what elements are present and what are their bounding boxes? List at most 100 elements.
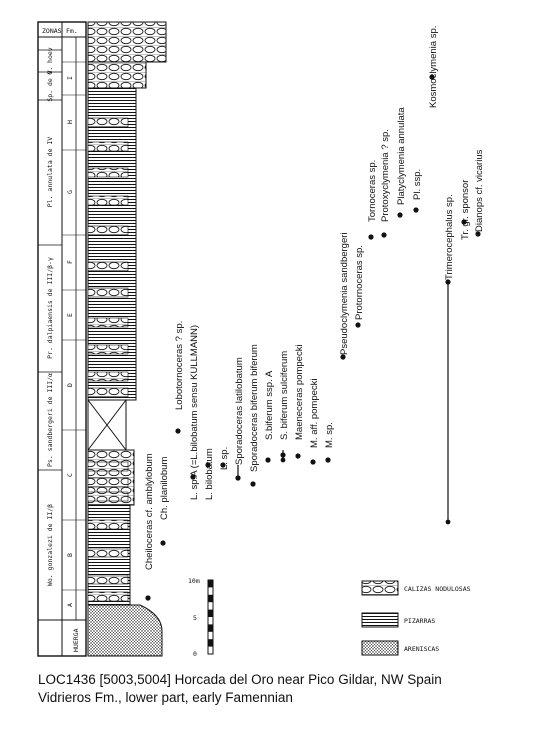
taxon-label: Pseudoclymenia sandbergeri bbox=[339, 232, 350, 355]
taxon-label: Sporadoceras biferum biferum bbox=[249, 344, 260, 472]
unit-letter: D bbox=[66, 383, 74, 387]
occurrence-dot bbox=[368, 234, 374, 240]
occurrence-dot bbox=[429, 74, 435, 80]
bed-nodular-band bbox=[87, 225, 129, 236]
occurrence-dot bbox=[325, 457, 331, 463]
occurrence-dot bbox=[340, 354, 346, 360]
occurrence-dot bbox=[310, 459, 316, 465]
legend-swatch bbox=[361, 640, 399, 656]
taxon-label: Tornoceras sp. bbox=[367, 160, 378, 222]
taxon-label: S.biferum ssp. A bbox=[264, 370, 275, 440]
legend-swatch bbox=[361, 612, 399, 628]
unit-letters: A B C D E F G H I bbox=[66, 76, 74, 607]
bed-nodular-band bbox=[87, 574, 129, 585]
bed-nodular-band bbox=[87, 461, 129, 472]
bed-nodular-band bbox=[87, 547, 129, 558]
occurrence-dot bbox=[190, 474, 196, 480]
taxon-label: Lobotornoceras ? sp. bbox=[174, 321, 185, 410]
zonas-header: ZONAS bbox=[42, 27, 62, 35]
zone-label: Wo. gonzalezi de II/β bbox=[46, 504, 54, 586]
bed-nodular-band bbox=[87, 167, 129, 178]
taxon-label: S. biferum sulciferum bbox=[279, 351, 290, 440]
occurrence-dot bbox=[265, 457, 271, 463]
unit-letter: I bbox=[66, 76, 74, 80]
taxon-label: Sporadoceras latilobatum bbox=[234, 357, 245, 465]
bed-nodular-limestone bbox=[87, 61, 147, 89]
caption-line-1: LOC1436 [5003,5004] Horcada del Oro near… bbox=[38, 672, 442, 687]
zone-label: Pr. dalpiaensis de III/β-γ bbox=[46, 257, 54, 359]
taxon-label: L. sp.A (=L.bilobatum sensu KULLMANN) bbox=[189, 325, 200, 500]
zone-label: Pl. annulata de IV bbox=[46, 137, 54, 208]
taxon-list: Cheiloceras cf. amblylobum Ch. planilobum… bbox=[144, 26, 485, 601]
bed-cross bbox=[87, 399, 127, 451]
legend-label: PIZARRAS bbox=[404, 617, 435, 625]
unit-letter: A bbox=[66, 603, 74, 607]
bed-nodular-band bbox=[87, 387, 129, 398]
lithologic-column bbox=[87, 21, 167, 657]
bed-nodular-band bbox=[87, 371, 129, 382]
base-label: HUERGA bbox=[72, 628, 80, 652]
taxon-label: Maeneceras pompecki bbox=[294, 344, 305, 440]
bed-nodular-band bbox=[87, 477, 129, 488]
caption-line-2: Vidrieros Fm., lower part, early Famenni… bbox=[38, 690, 293, 705]
zone-labels: Wo. gonzalezi de II/β Ps. sandbergeri de … bbox=[46, 47, 54, 586]
range-end-dot bbox=[280, 457, 286, 463]
taxon-label: Dianops cf. vicarius bbox=[474, 149, 485, 232]
occurrence-dot bbox=[220, 462, 226, 468]
taxon-label: Kosmoclymenia sp. bbox=[428, 26, 439, 108]
bed-nodular-band bbox=[87, 491, 129, 502]
unit-letter: F bbox=[66, 260, 74, 264]
bed-nodular-band bbox=[87, 344, 129, 355]
unit-letter: E bbox=[66, 313, 74, 317]
bed-nodular-band bbox=[87, 317, 129, 328]
legend-swatch bbox=[361, 580, 399, 596]
bed-sandstone bbox=[87, 604, 163, 657]
bed-nodular-band bbox=[87, 591, 129, 602]
taxon-label: Cheiloceras cf. amblylobum bbox=[144, 453, 155, 570]
bed-nodular-band bbox=[87, 519, 129, 530]
scale-mid-label: 5 bbox=[193, 614, 197, 622]
taxon-label: Platyclymenia annulata bbox=[396, 107, 407, 205]
taxon-label: L. sp. bbox=[219, 447, 230, 470]
bed-nodular-limestone bbox=[87, 21, 167, 63]
range-end-dot bbox=[445, 519, 451, 525]
occurrence-dot bbox=[381, 232, 387, 238]
taxon-label: L. bilobatum bbox=[204, 448, 215, 500]
occurrence-dot bbox=[295, 453, 301, 459]
occurrence-dot bbox=[461, 219, 467, 225]
taxon-label: M. sp. bbox=[324, 422, 335, 448]
legend-label: CALIZAS NODULOSAS bbox=[404, 585, 471, 593]
taxon-label: Ch. planilobum bbox=[159, 457, 170, 520]
occurrence-dot bbox=[160, 540, 166, 546]
bed-nodular-band bbox=[87, 287, 129, 298]
zone-label: G. hoev bbox=[46, 47, 54, 74]
range-end-dot bbox=[235, 475, 241, 481]
occurrence-dot bbox=[355, 322, 361, 328]
scale-bar: 10m 5 0 bbox=[188, 577, 214, 658]
unit-letter: G bbox=[66, 190, 74, 194]
scale-bottom-label: 0 bbox=[193, 650, 197, 658]
fm-header: Fm. bbox=[66, 27, 78, 35]
bed-nodular-band bbox=[87, 261, 129, 272]
occurrence-dot bbox=[175, 428, 181, 434]
bed-nodular-band bbox=[87, 141, 129, 152]
occurrence-dot bbox=[475, 231, 481, 237]
occurrence-dot bbox=[205, 462, 211, 468]
zone-label: Ps. sandbergeri de III/α bbox=[46, 373, 54, 467]
taxon-label: Pl. ssp. bbox=[412, 169, 423, 200]
unit-letter: H bbox=[66, 120, 74, 124]
scale-top-label: 10m bbox=[188, 577, 200, 585]
legend-label: ARENISCAS bbox=[404, 645, 439, 653]
unit-letter: B bbox=[66, 553, 74, 557]
bed-nodular-band bbox=[87, 117, 129, 128]
lithology-legend: CALIZAS NODULOSAS PIZARRAS ARENISCAS bbox=[361, 580, 471, 656]
taxon-label: Protoxyclymenia ? sp. bbox=[380, 129, 391, 222]
taxon-label: Tr. gr. sponsor bbox=[460, 180, 471, 240]
bed-nodular-band bbox=[87, 195, 129, 206]
occurrence-dot bbox=[413, 207, 419, 213]
zone-table: ZONAS Fm. HUERGA Wo. gonzalezi de II/β Ps… bbox=[37, 21, 87, 657]
occurrence-dot bbox=[397, 212, 403, 218]
zone-label: Sp. de V bbox=[46, 70, 54, 101]
unit-letter: C bbox=[66, 473, 74, 477]
